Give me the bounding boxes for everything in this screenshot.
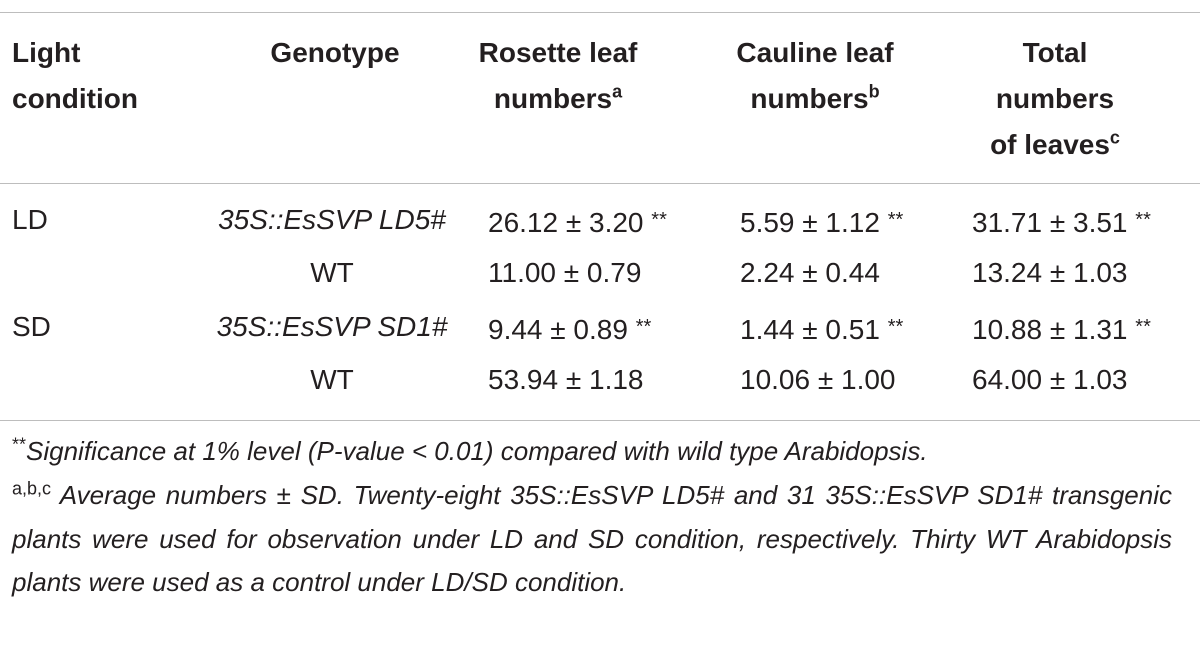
table-cell: LD	[12, 202, 48, 238]
table-cell: 53.94 ± 1.18	[488, 362, 644, 398]
bottom-rule	[0, 420, 1200, 421]
cell-text: SD	[12, 311, 51, 342]
footnote-superscript: **	[12, 434, 27, 455]
cell-text: 31.71 ± 3.51	[972, 207, 1128, 238]
footnote-text: Significance at 1% level (P-value < 0.01…	[26, 436, 928, 466]
table-cell: 13.24 ± 1.03	[972, 255, 1128, 291]
header-superscript: a	[612, 81, 623, 102]
cell-text: 10.88 ± 1.31	[972, 314, 1128, 345]
header-rule	[0, 183, 1200, 184]
column-header: Rosette leaf numbersa	[473, 30, 643, 122]
header-superscript: c	[1109, 127, 1120, 148]
footnote: a,b,c Average numbers ± SD. Twenty-eight…	[12, 474, 1172, 605]
table-cell: 9.44 ± 0.89 **	[488, 309, 651, 348]
table-cell: 11.00 ± 0.79	[488, 255, 641, 291]
table-cell: 5.59 ± 1.12 **	[740, 202, 903, 241]
table-cell: 35S::EsSVP SD1#	[182, 309, 482, 345]
cell-text: 5.59 ± 1.12	[740, 207, 880, 238]
column-header: Light condition	[12, 30, 172, 122]
table-cell: 10.88 ± 1.31 **	[972, 309, 1151, 348]
header-superscript: b	[868, 81, 880, 102]
cell-text: 9.44 ± 0.89	[488, 314, 628, 345]
cell-text: 26.12 ± 3.20	[488, 207, 644, 238]
header-text: Rosette leaf numbers	[478, 37, 638, 114]
top-rule	[0, 12, 1200, 13]
table-cell: WT	[182, 255, 482, 291]
header-text: Cauline leaf numbers	[736, 37, 894, 114]
footnote: **Significance at 1% level (P-value < 0.…	[12, 430, 1172, 474]
significance-mark: **	[635, 316, 652, 338]
table-cell: 1.44 ± 0.51 **	[740, 309, 903, 348]
cell-text: 10.06 ± 1.00	[740, 364, 896, 395]
table-cell: 2.24 ± 0.44	[740, 255, 880, 291]
cell-text: 11.00 ± 0.79	[488, 257, 642, 288]
cell-text: 64.00 ± 1.03	[972, 364, 1128, 395]
table-cell: 64.00 ± 1.03	[972, 362, 1128, 398]
significance-mark: **	[1135, 209, 1151, 231]
significance-mark: **	[651, 209, 667, 231]
cell-text: LD	[12, 204, 48, 235]
header-text: Light condition	[12, 37, 138, 114]
cell-text: WT	[310, 257, 354, 288]
cell-text: 2.24 ± 0.44	[740, 257, 880, 288]
table-cell: 35S::EsSVP LD5#	[182, 202, 482, 238]
table-cell: 31.71 ± 3.51 **	[972, 202, 1151, 241]
header-text: Total numbers of leaves	[990, 37, 1115, 160]
column-header: Genotype	[235, 30, 435, 76]
table-cell: 26.12 ± 3.20 **	[488, 202, 667, 241]
table-cell: WT	[182, 362, 482, 398]
cell-text: WT	[310, 364, 354, 395]
cell-text: 1.44 ± 0.51	[740, 314, 880, 345]
significance-mark: **	[1135, 316, 1151, 338]
footnote-superscript: a,b,c	[12, 478, 52, 499]
cell-text: 53.94 ± 1.18	[488, 364, 644, 395]
footnote-text: Average numbers ± SD. Twenty-eight 35S::…	[12, 480, 1172, 597]
column-header: Cauline leaf numbersb	[730, 30, 900, 122]
table-cell: SD	[12, 309, 51, 345]
significance-mark: **	[887, 316, 904, 338]
header-text: Genotype	[270, 37, 400, 68]
cell-text: 13.24 ± 1.03	[972, 257, 1128, 288]
significance-mark: **	[887, 209, 904, 231]
cell-text: 35S::EsSVP SD1#	[216, 311, 448, 342]
table-cell: 10.06 ± 1.00	[740, 362, 896, 398]
cell-text: 35S::EsSVP LD5#	[218, 204, 446, 235]
column-header: Total numbers of leavesc	[980, 30, 1130, 168]
